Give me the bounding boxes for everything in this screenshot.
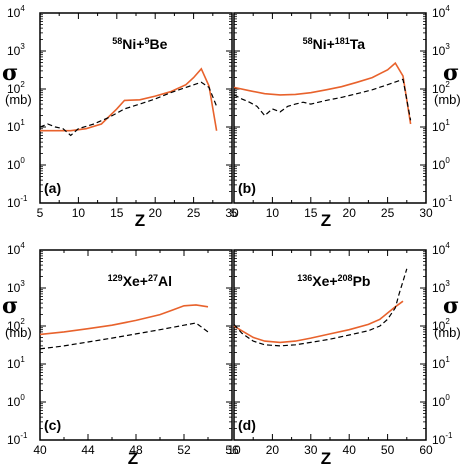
y-tick-label: 101	[432, 118, 450, 134]
x-tick-label: 25	[187, 206, 201, 220]
x-label-b: Z	[321, 211, 331, 230]
series-line-dashed	[233, 78, 412, 121]
y-tick-label: 104	[7, 241, 25, 257]
x-tick-label: 30	[225, 206, 239, 220]
panel-label: (a)	[44, 180, 61, 196]
y-tick-label: 100	[432, 156, 450, 172]
panel-label: (d)	[238, 417, 256, 433]
x-tick-label: 50	[381, 443, 395, 457]
y-tick-label: 101	[7, 355, 25, 371]
x-tick-label: 52	[177, 443, 191, 457]
y-tick-label: 103	[432, 279, 450, 295]
x-tick-label: 20	[149, 206, 163, 220]
y-tick-label: 104	[432, 241, 450, 257]
panel-label: (c)	[44, 417, 61, 433]
series-line-dashed	[39, 322, 209, 350]
x-tick-label: 20	[266, 443, 280, 457]
series-line-solid	[39, 304, 209, 336]
y-unit-bottom-right: (mb)	[434, 325, 461, 340]
y-tick-label: 104	[432, 4, 450, 20]
y-tick-label: 100	[432, 393, 450, 409]
y-tick-label: 103	[7, 42, 25, 58]
y-tick-label: 101	[432, 355, 450, 371]
y-unit-top-left: (mb)	[5, 92, 32, 107]
x-tick-label: 40	[343, 443, 357, 457]
y-tick-label: 10-1	[7, 194, 28, 210]
series-line-solid	[233, 300, 404, 344]
y-tick-label: 10-1	[432, 431, 453, 447]
x-tick-label: 60	[419, 443, 433, 457]
panel-a: 10-1 100 101 102 103 104 5 10 15 20 25 30 58Ni+9Be (a…	[7, 4, 239, 220]
x-tick-label: 10	[266, 206, 280, 220]
series-line-solid	[40, 67, 218, 132]
x-tick-label: 5	[37, 206, 44, 220]
series-line-solid	[233, 61, 412, 125]
panel-d: 10-1 100 101 102 103 104 10 20 30 40 50 60 136Xe+208…	[227, 241, 453, 457]
x-tick-label: 5	[231, 206, 238, 220]
y-tick-label: 102	[7, 317, 25, 333]
y-tick-label: 101	[7, 118, 25, 134]
x-tick-label: 25	[381, 206, 395, 220]
panel-label: (b)	[238, 180, 256, 196]
x-label-c: Z	[128, 449, 138, 468]
x-label-a: Z	[135, 211, 145, 230]
y-tick-label: 102	[7, 80, 25, 96]
y-tick-label: 103	[432, 42, 450, 58]
x-tick-label: 30	[304, 443, 318, 457]
panel-title: 129Xe+27Al	[108, 273, 172, 289]
y-symbol-bottom-right: σ	[443, 293, 459, 319]
y-tick-label: 100	[7, 156, 25, 172]
y-symbol-top-left: σ	[2, 60, 18, 86]
x-tick-label: 30	[419, 206, 433, 220]
y-unit-bottom-left: (mb)	[5, 325, 32, 340]
x-tick-label: 56	[225, 443, 239, 457]
y-symbol-bottom-left: σ	[2, 293, 18, 319]
x-tick-label: 15	[304, 206, 318, 220]
panel-title: 58Ni+9Be	[112, 36, 167, 52]
y-tick-label: 10-1	[7, 431, 28, 447]
y-tick-label: 104	[7, 4, 25, 20]
y-unit-top-right: (mb)	[434, 92, 461, 107]
x-tick-label: 44	[81, 443, 95, 457]
series-line-dashed	[233, 268, 408, 347]
x-tick-label: 40	[33, 443, 47, 457]
panel-title: 58Ni+181Ta	[303, 36, 366, 52]
x-tick-label: 10	[72, 206, 86, 220]
x-label-d: Z	[321, 449, 331, 468]
x-tick-label: 15	[110, 206, 124, 220]
x-tick-label: 10	[227, 443, 241, 457]
y-tick-label: 102	[432, 317, 450, 333]
y-tick-label: 100	[7, 393, 25, 409]
x-tick-label: 48	[129, 443, 143, 457]
series-line-dashed	[39, 81, 218, 137]
y-tick-label: 103	[7, 279, 25, 295]
y-symbol-top-right: σ	[443, 60, 459, 86]
panel-b: 10-1 100 101 102 103 104 5 10 15 20 25 30 58Ni+181Ta…	[231, 4, 453, 220]
panel-title: 136Xe+208Pb	[297, 273, 370, 289]
panel-c: 10-1 100 101 102 103 104 40 44 48 52 56 129Xe+27Al (…	[7, 241, 239, 457]
y-tick-label: 10-1	[432, 194, 453, 210]
y-tick-label: 102	[432, 80, 450, 96]
x-tick-label: 20	[343, 206, 357, 220]
